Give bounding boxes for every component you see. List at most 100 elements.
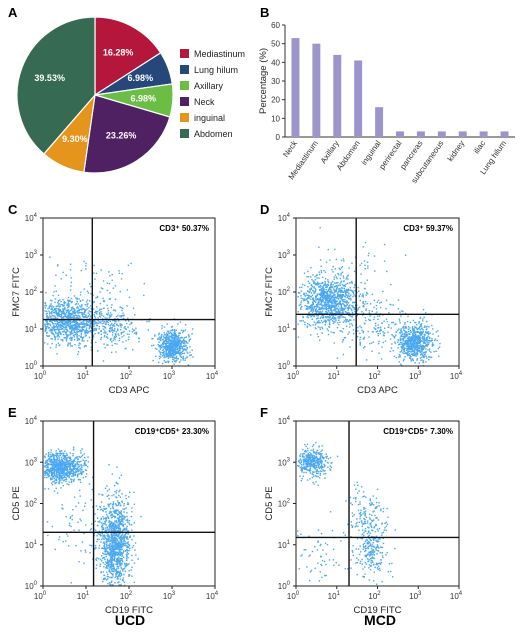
event-dot (162, 355, 164, 357)
event-dot (70, 277, 72, 279)
x-tick-label: 102 (368, 371, 381, 381)
event-dot (318, 306, 321, 309)
event-dot (87, 315, 89, 318)
event-dot (93, 314, 95, 316)
event-dot (78, 310, 81, 312)
event-dot (368, 252, 370, 255)
event-dot (188, 336, 190, 338)
event-dot (417, 335, 419, 337)
event-dot (345, 288, 348, 291)
event-dot (71, 463, 74, 466)
event-dot (158, 357, 161, 360)
event-dot (335, 296, 337, 299)
event-dot (57, 305, 59, 307)
event-dot (114, 328, 116, 330)
event-dot (160, 351, 162, 354)
event-dot (346, 289, 348, 292)
event-dot (52, 462, 54, 464)
event-dot (45, 460, 47, 462)
event-dot (61, 328, 63, 330)
event-dot (174, 347, 177, 349)
event-dot (81, 329, 83, 331)
event-dot (331, 304, 333, 307)
event-dot (302, 316, 304, 319)
event-dot (124, 319, 127, 322)
event-dot (310, 334, 312, 336)
event-dot (360, 262, 363, 265)
event-dot (100, 269, 102, 271)
event-dot (95, 564, 98, 566)
event-dot (63, 476, 66, 479)
event-dot (160, 356, 162, 358)
event-dot (408, 348, 410, 351)
event-dot (424, 325, 426, 327)
event-dot (58, 482, 60, 485)
legend-swatch (180, 129, 189, 138)
event-dot (338, 302, 340, 304)
event-dot (112, 330, 115, 332)
event-dot (340, 259, 343, 262)
event-dot (357, 307, 360, 309)
event-dot (56, 326, 58, 329)
event-dot (390, 283, 392, 286)
event-dot (74, 460, 76, 462)
event-dot (59, 450, 62, 453)
event-dot (327, 303, 329, 305)
event-dot (316, 322, 319, 324)
event-dot (183, 348, 186, 350)
event-dot (64, 455, 67, 457)
event-dot (54, 459, 57, 461)
event-dot (380, 301, 383, 303)
event-dot (324, 302, 327, 304)
event-dot (71, 300, 73, 303)
event-dot (335, 285, 337, 287)
event-dot (114, 490, 116, 493)
event-dot (98, 321, 100, 323)
event-dot (166, 334, 169, 337)
event-dot (179, 355, 182, 358)
event-dot (362, 246, 365, 248)
event-dot (319, 321, 321, 324)
event-dot (330, 289, 332, 291)
event-dot (170, 349, 173, 351)
event-dot (174, 332, 176, 334)
event-dot (107, 312, 110, 314)
event-dot (60, 464, 63, 466)
event-dot (151, 338, 153, 340)
event-dot (373, 306, 375, 309)
event-dot (56, 327, 59, 329)
event-dot (106, 282, 109, 284)
event-dot (61, 311, 64, 313)
event-dot (307, 308, 309, 310)
event-dot (105, 320, 108, 323)
event-dot (327, 279, 329, 281)
event-dot (341, 298, 343, 300)
event-dot (307, 286, 309, 288)
event-dot (416, 337, 418, 339)
event-dot (131, 330, 134, 333)
event-dot (400, 315, 402, 317)
event-dot (67, 344, 69, 347)
y-tick-label: 102 (278, 287, 291, 297)
event-dot (116, 489, 118, 492)
event-dot (369, 319, 372, 322)
event-dot (126, 537, 128, 540)
event-dot (339, 296, 341, 298)
event-dot (116, 513, 118, 515)
event-dot (389, 350, 392, 353)
event-dot (345, 302, 348, 304)
event-dot (95, 310, 97, 313)
event-dot (67, 466, 69, 468)
event-dot (337, 315, 339, 317)
event-dot (380, 329, 383, 332)
event-dot (329, 304, 331, 306)
event-dot (65, 480, 67, 483)
event-dot (52, 317, 55, 320)
event-dot (96, 322, 98, 324)
pie-slice-label: 9.30% (62, 134, 88, 144)
event-dot (411, 339, 413, 342)
event-dot (344, 307, 347, 309)
event-dot (86, 290, 89, 292)
event-dot (331, 302, 333, 304)
event-dot (79, 479, 82, 481)
